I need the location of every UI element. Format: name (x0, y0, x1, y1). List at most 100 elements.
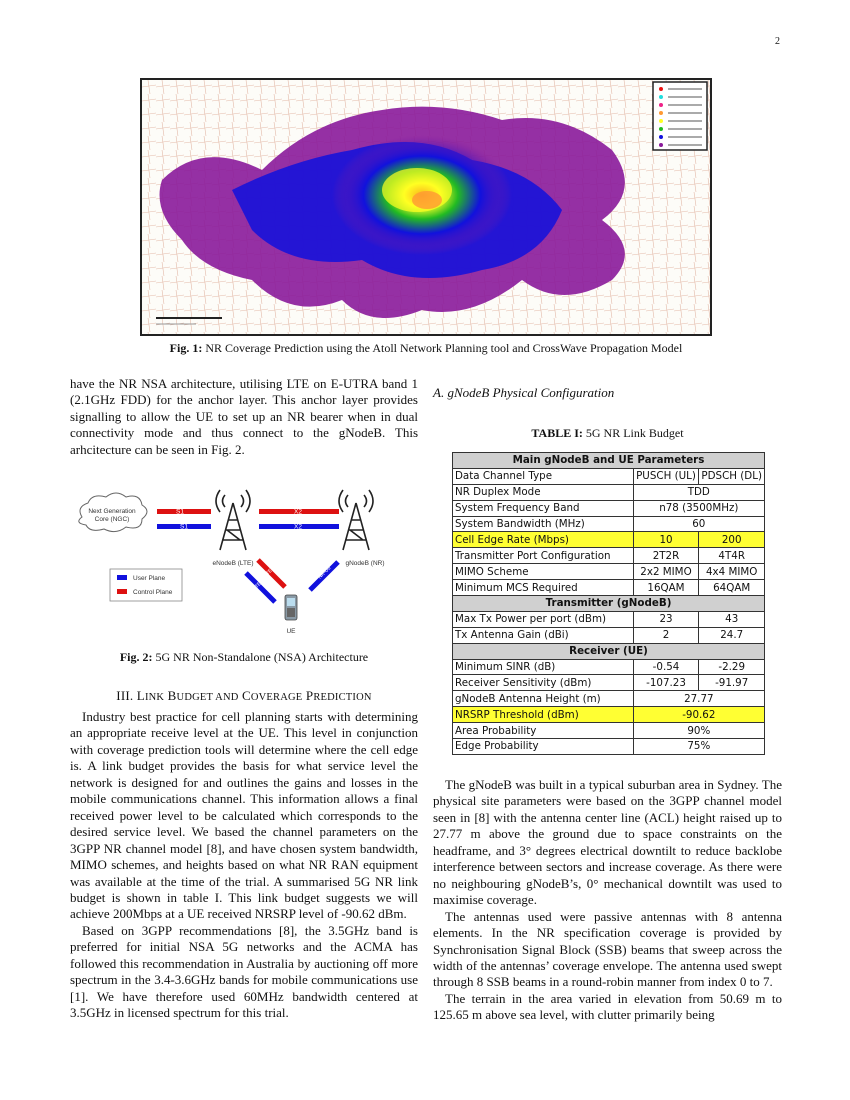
svg-text:X2: X2 (294, 524, 302, 531)
coverage-map (140, 78, 712, 336)
x2-c-link (259, 509, 339, 514)
legend-swatch (659, 119, 663, 123)
svg-text:Next Generation: Next Generation (88, 508, 136, 515)
paragraph: Based on 3GPP recommendations [8], the 3… (70, 922, 418, 1021)
ul-value: -0.54 (632, 658, 700, 676)
s1-mme-link (157, 509, 211, 514)
s1-u-link (157, 524, 211, 529)
ul-value: 2 (632, 626, 700, 644)
link-budget-table: Main gNodeB and UE Parameters Data Channe… (452, 452, 766, 755)
paragraph: have the NR NSA architecture, utilising … (70, 376, 418, 457)
row-label: gNodeB Antenna Height (m) (452, 690, 634, 708)
table-row: NR Duplex Mode TDD (452, 483, 766, 501)
legend-swatch (659, 103, 663, 107)
ul-value: PUSCH (UL) (632, 467, 700, 485)
row-label: Tx Antenna Gain (dBi) (452, 626, 634, 644)
legend-swatch (659, 87, 663, 91)
row-label: Cell Edge Rate (Mbps) (452, 531, 634, 549)
legend-swatch (659, 143, 663, 147)
legend-swatch (659, 135, 663, 139)
paragraph: The antennas used were passive antennas … (433, 908, 782, 990)
paragraph: The gNodeB was built in a typical suburb… (433, 777, 782, 908)
table-row: Main gNodeB and UE Parameters (452, 452, 765, 469)
figure2-caption: Fig. 2: 5G NR Non-Standalone (NSA) Archi… (119, 650, 369, 664)
table-row: Receiver Sensitivity (dBm) -107.23 -91.97 (452, 674, 765, 692)
dl-value: 64QAM (698, 579, 765, 597)
table-row: Tx Antenna Gain (dBi) 2 24.7 (452, 626, 765, 644)
value: 90% (632, 722, 766, 740)
left-column-body: Industry best practice for cell planning… (70, 709, 418, 1022)
row-label: NR Duplex Mode (452, 483, 634, 501)
value: 27.77 (632, 690, 766, 708)
row-label: Transmitter Port Configuration (452, 547, 634, 565)
table-row: Transmitter Port Configuration 2T2R 4T4R (452, 547, 765, 565)
table-row: Data Channel Type PUSCH (UL) PDSCH (DL) (452, 467, 765, 485)
dl-value: 4T4R (698, 547, 765, 565)
dl-value: 200 (698, 531, 765, 549)
table-row: Transmitter (gNodeB) (452, 595, 765, 612)
svg-text:UE: UE (286, 628, 296, 635)
table-row: MIMO Scheme 2x2 MIMO 4x4 MIMO (452, 563, 765, 581)
table-row: Receiver (UE) (452, 642, 765, 660)
svg-text:User Plane: User Plane (133, 575, 166, 582)
ue-phone-icon (284, 594, 298, 621)
core-cloud: Next Generation Core (NGC) (78, 492, 148, 533)
ul-value: 2T2R (632, 547, 700, 565)
table-row: System Bandwidth (MHz) 60 (452, 515, 766, 533)
subsection-heading: A. gNodeB Physical Configuration (433, 385, 615, 400)
figure2-legend: User Plane Control Plane (109, 568, 183, 602)
section-heading: III. LINK BUDGET AND COVERAGE PREDICTION (116, 688, 372, 703)
table-row: Edge Probability 75% (452, 738, 766, 755)
lte-uu-user-link (244, 571, 277, 604)
table-row: Minimum SINR (dB) -0.54 -2.29 (452, 658, 765, 676)
ul-value: -107.23 (632, 674, 700, 692)
gnodeb-tower-icon (338, 489, 374, 551)
dl-value: -91.97 (698, 674, 765, 692)
figure2-diagram: Next Generation Core (NGC) S1 S1 X2 X2 e… (70, 485, 400, 645)
svg-text:S1: S1 (176, 509, 184, 516)
row-label: Max Tx Power per port (dBm) (452, 610, 634, 628)
row-label: Area Probability (452, 722, 634, 740)
paragraph: The terrain in the area varied in elevat… (433, 990, 782, 1023)
value: n78 (3500MHz) (632, 499, 766, 517)
row-label: NRSRP Threshold (dBm) (452, 706, 634, 724)
svg-text:S1: S1 (180, 524, 188, 531)
ul-value: 16QAM (632, 579, 700, 597)
table-row: Cell Edge Rate (Mbps) 10 200 (452, 531, 765, 549)
legend-swatch (659, 111, 663, 115)
table-row: NRSRP Threshold (dBm) -90.62 (452, 706, 766, 724)
legend-swatch (659, 95, 663, 99)
table-section-header: Receiver (UE) (452, 642, 765, 660)
value: 75% (632, 738, 766, 755)
dl-value: 4x4 MIMO (698, 563, 765, 581)
table-row: gNodeB Antenna Height (m) 27.77 (452, 690, 766, 708)
x2-u-link (259, 524, 339, 529)
dl-value: PDSCH (DL) (698, 467, 765, 485)
ul-value: 23 (632, 610, 700, 628)
left-column: have the NR NSA architecture, utilising … (70, 376, 418, 458)
paragraph: Industry best practice for cell planning… (70, 709, 418, 922)
row-label: Minimum SINR (dB) (452, 658, 634, 676)
dl-value: 24.7 (698, 626, 765, 644)
table-row: Minimum MCS Required 16QAM 64QAM (452, 579, 765, 597)
table-section-header: Transmitter (gNodeB) (452, 595, 765, 612)
ul-value: 10 (632, 531, 700, 549)
dl-value: 43 (698, 610, 765, 628)
svg-text:eNodeB (LTE): eNodeB (LTE) (212, 560, 253, 567)
table1-caption: TABLE I: 5G NR Link Budget (531, 426, 684, 440)
nr-uu-link (308, 560, 340, 592)
right-column-body: The gNodeB was built in a typical suburb… (433, 777, 782, 1024)
row-label: Data Channel Type (452, 467, 634, 485)
value: TDD (632, 483, 766, 501)
table-row: System Frequency Band n78 (3500MHz) (452, 499, 766, 517)
row-label: Receiver Sensitivity (dBm) (452, 674, 634, 692)
value: -90.62 (632, 706, 766, 724)
map-legend (652, 81, 708, 151)
figure1-caption: Fig. 1: NR Coverage Prediction using the… (169, 341, 683, 355)
svg-text:X2: X2 (294, 509, 302, 516)
table-row: Area Probability 90% (452, 722, 766, 740)
value: 60 (632, 515, 766, 533)
table-row: Max Tx Power per port (dBm) 23 43 (452, 610, 765, 628)
legend-swatch (659, 127, 663, 131)
row-label: MIMO Scheme (452, 563, 634, 581)
